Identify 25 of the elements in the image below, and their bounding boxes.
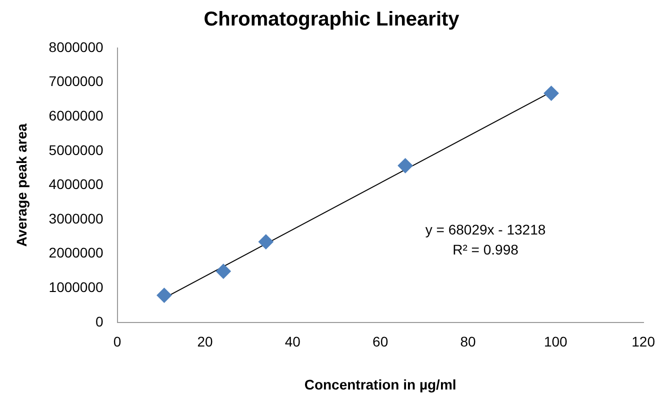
x-tick-label: 80 xyxy=(460,334,476,350)
annotation: y = 68029x - 13218 R² = 0.998 xyxy=(425,222,546,258)
point xyxy=(156,288,172,303)
y-tick-label: 2000000 xyxy=(48,244,104,261)
x-tick-label: 120 xyxy=(632,334,656,350)
y-tick-label: 4000000 xyxy=(48,176,104,192)
y-tick-label: 0 xyxy=(96,313,104,330)
y-tick-label: 6000000 xyxy=(48,107,104,124)
x-axis-title: Concentration in µg/ml xyxy=(304,376,456,392)
chart-title: Chromatographic Linearity xyxy=(204,8,460,31)
x-tick-label: 40 xyxy=(284,334,301,350)
point xyxy=(398,158,413,174)
y-tick-label: 5000000 xyxy=(48,142,104,158)
y-tick-label: 1000000 xyxy=(48,278,104,295)
x-tick-label: 20 xyxy=(197,334,213,350)
y-axis-title: Average peak area xyxy=(13,123,30,247)
y-tick-label: 8000000 xyxy=(48,38,104,55)
x-tick-label: 100 xyxy=(544,334,568,350)
y-tick-label: 7000000 xyxy=(48,73,104,90)
y-tick-label: 3000000 xyxy=(48,210,104,226)
x-tick-label: 0 xyxy=(113,334,122,350)
point xyxy=(216,264,231,279)
point xyxy=(544,86,559,101)
x-tick-label: 60 xyxy=(372,334,388,350)
point xyxy=(258,234,274,250)
